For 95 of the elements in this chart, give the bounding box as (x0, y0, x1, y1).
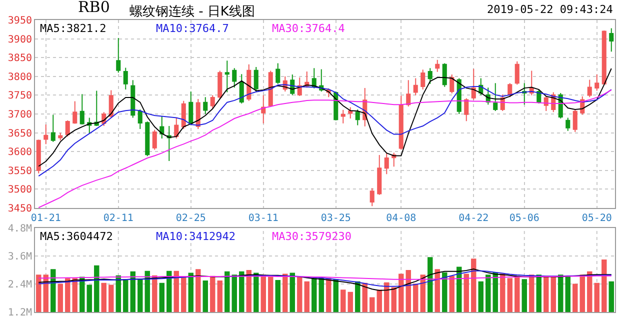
y-tick-label: 3550 (8, 166, 32, 177)
candlestick (65, 120, 70, 138)
text: MA10:3412942 (156, 230, 236, 243)
candlestick (80, 94, 84, 126)
candlestick (44, 124, 48, 145)
candlestick (529, 70, 534, 96)
candlestick (370, 188, 374, 207)
candlestick (420, 69, 426, 90)
candlestick (572, 108, 578, 133)
candlestick (602, 30, 606, 86)
y-tick-label: 3750 (8, 90, 32, 102)
candlestick (210, 94, 215, 109)
candlestick (493, 82, 498, 112)
candlestick (224, 60, 230, 93)
text: MA5:3604472 (40, 230, 113, 243)
candlestick (464, 98, 469, 122)
candlestick (340, 109, 346, 124)
line-series (38, 84, 612, 177)
y-tick-label: 4.8M (8, 224, 32, 234)
candlestick (268, 70, 273, 107)
candlestick (261, 94, 266, 124)
candlestick (181, 100, 186, 130)
x-tick-label: 01-21 (30, 213, 61, 224)
x-tick-label: 04-08 (386, 213, 416, 224)
y-tick-label: 3450 (8, 204, 32, 214)
y-tick-label: 3950 (8, 16, 32, 26)
candlestick (94, 90, 99, 127)
y-tick-label: 1.2M (8, 308, 32, 318)
candlestick (196, 98, 200, 130)
candlestick (544, 95, 548, 112)
candlestick (160, 116, 164, 139)
candlestick (348, 106, 353, 120)
candlestick (355, 108, 360, 126)
candlestick (254, 66, 258, 92)
candlestick (50, 114, 56, 142)
candlestick (413, 78, 418, 96)
x-tick-label: 02-25 (176, 213, 206, 224)
x-tick-label: 03-11 (248, 213, 278, 224)
y-tick-label: 3600 (8, 147, 32, 158)
y-tick-label: 3.6M (8, 252, 32, 262)
candlestick (123, 67, 128, 90)
y-tick-label: 3800 (8, 72, 32, 83)
candlestick (246, 64, 252, 102)
candlestick (203, 96, 208, 114)
candlestick (116, 38, 121, 74)
candlestick (188, 90, 194, 126)
candlestick (428, 68, 432, 84)
y-tick-label: 3850 (8, 53, 32, 64)
y-tick-label: 3900 (8, 34, 32, 46)
candlestick (587, 79, 592, 98)
candlestick (232, 68, 237, 88)
chart-title: 螺纹钢连续 - 日K线图 (129, 4, 255, 20)
candlestick (384, 152, 389, 175)
x-tick-label: 04-22 (458, 213, 489, 224)
text: MA30:3764.4 (272, 22, 346, 35)
y-tick-label: 2.4M (8, 280, 32, 290)
candlestick (442, 62, 447, 88)
y-tick-label: 3500 (8, 184, 32, 196)
y-tick-label: 3700 (8, 110, 32, 120)
candlestick (72, 100, 78, 124)
candlestick (514, 60, 520, 86)
line-series (38, 270, 612, 287)
candlestick (276, 62, 280, 84)
candlestick (218, 70, 222, 100)
candlestick (239, 74, 244, 104)
y-tick-label: 3650 (8, 128, 32, 140)
candlestick (145, 121, 150, 157)
candlestick (471, 68, 476, 100)
line-series (38, 89, 612, 208)
x-tick-label: 05-20 (582, 213, 612, 224)
x-tick-label: 05-06 (509, 213, 540, 224)
candlestick (435, 59, 440, 72)
candlestick (609, 28, 614, 52)
candlestick (377, 154, 382, 196)
candlestick (398, 95, 404, 150)
text: MA10:3764.7 (156, 22, 229, 35)
candlestick (138, 108, 142, 130)
candlestick (450, 74, 454, 94)
text: RB0 (78, 0, 110, 16)
candlestick (130, 80, 136, 118)
candlestick (406, 80, 411, 107)
text: MA5:3821.2 (40, 22, 106, 35)
text: MA30:3579230 (272, 230, 352, 243)
candlestick (152, 129, 157, 150)
candlestick (174, 117, 179, 139)
candlestick (108, 90, 114, 118)
candlestick (58, 132, 63, 141)
candlestick (508, 82, 512, 98)
candlestick (594, 74, 600, 92)
x-tick-label: 03-25 (320, 213, 351, 224)
text: 2019-05-22 09:43:24 (487, 3, 614, 16)
candlestick (36, 139, 41, 174)
line-series (38, 68, 612, 167)
x-tick-label: 02-11 (103, 213, 134, 224)
candlestick (566, 117, 570, 132)
